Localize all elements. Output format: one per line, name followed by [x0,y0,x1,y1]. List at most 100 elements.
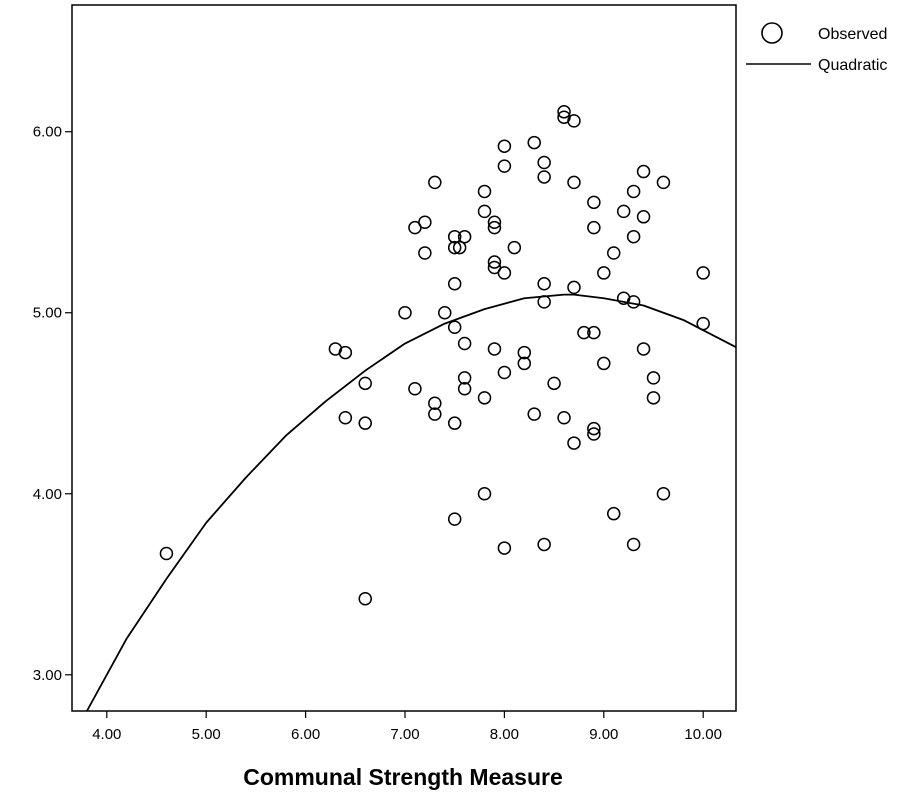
observed-point [626,229,641,244]
observed-point [656,175,671,190]
observed-point [587,421,601,436]
observed-point [527,407,541,421]
quadratic-fit-line [86,293,737,712]
x-tick-label: 5.00 [192,726,221,743]
observed-point [487,215,502,229]
x-tick-label: 9.00 [589,726,618,743]
observed-point [696,316,710,331]
observed-point [626,184,641,199]
observed-point [447,320,462,334]
observed-point [497,541,512,555]
observed-point [537,155,551,170]
observed-point [557,105,571,119]
observed-point [487,255,502,269]
observed-point [656,487,671,501]
x-tick-label: 7.00 [390,726,419,743]
observed-point [487,342,502,356]
observed-point [567,280,581,295]
observed-point [487,220,502,235]
observed-point [447,229,462,244]
y-ticks: 3.00 4.00 5.00 6.00 [33,124,72,684]
observed-point [338,345,353,360]
observed-point [587,325,601,340]
observed-point [457,229,472,244]
observed-point [636,210,651,224]
observed-point [428,407,442,421]
observed-point [606,246,621,260]
observed-point [418,215,432,229]
observed-point [497,159,512,173]
observed-point [358,592,372,606]
observed-point [447,512,462,526]
observed-point [447,240,462,255]
observed-point [696,266,710,280]
x-tick-label: 8.00 [490,726,519,743]
x-axis-label: Communal Strength Measure [243,764,563,790]
observed-point [557,410,571,425]
legend-observed-label: Observed [818,26,887,43]
observed-point [477,204,492,219]
observed-point [537,170,551,184]
observed-point [646,371,661,385]
observed-point [626,537,641,552]
observed-point [547,376,561,391]
observed-point [398,305,412,320]
observed-point [567,436,581,450]
legend-observed-marker [761,22,783,44]
observed-point [457,336,472,351]
observed-point [636,342,651,356]
observed-point [517,356,532,371]
observed-point [408,382,422,396]
observed-point [626,295,641,309]
observed-point [338,410,353,425]
fit-curve-layer [86,293,737,712]
observed-point [507,240,522,255]
observed-point [418,246,432,260]
observed-point [428,175,442,190]
observed-point [447,416,462,430]
x-ticks: 4.00 5.00 6.00 7.00 8.00 9.00 10.00 [92,711,722,743]
observed-point [587,220,601,235]
observed-point [428,396,442,411]
plot-area-frame [71,4,737,712]
x-tick-label: 10.00 [684,726,722,743]
y-tick-label: 3.00 [33,667,62,684]
observed-point [477,487,492,501]
x-tick-label: 4.00 [92,726,121,743]
y-tick-label: 4.00 [33,486,62,503]
y-tick-label: 6.00 [33,124,62,141]
observed-point [358,376,372,391]
observed-point [567,114,581,128]
observed-point [477,391,492,405]
observed-point [616,204,631,219]
legend: Observed Quadratic [746,22,887,74]
observed-point [497,365,512,380]
observed-point [447,277,462,291]
observed-point [587,427,601,441]
observed-point [457,371,472,385]
observed-point [577,325,591,340]
observed-point [452,240,467,255]
observed-point [159,546,174,561]
observed-point [527,135,541,150]
observed-point [606,506,621,521]
legend-quadratic-label: Quadratic [818,57,887,74]
points-layer [159,105,710,606]
observed-point [497,266,512,280]
observed-point [517,345,532,360]
observed-point [587,195,601,210]
observed-point [537,277,551,291]
observed-point [457,382,472,396]
observed-point [438,305,452,320]
observed-point [597,356,611,371]
observed-point [497,139,512,153]
observed-point [597,266,611,280]
observed-point [477,184,492,199]
observed-point [358,416,372,430]
y-tick-label: 5.00 [33,305,62,322]
x-tick-label: 6.00 [291,726,320,743]
observed-point [537,537,551,552]
observed-point [636,164,651,179]
observed-point [537,295,551,309]
